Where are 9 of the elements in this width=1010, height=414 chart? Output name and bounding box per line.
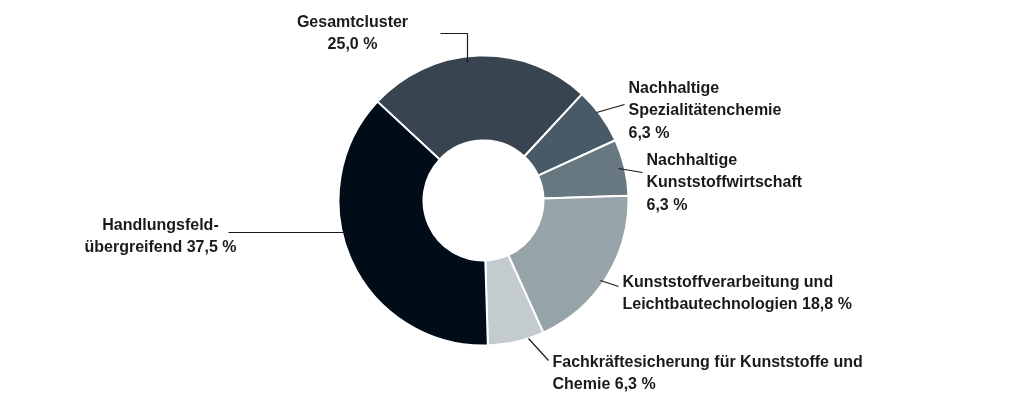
slice-label: Nachhaltige Kunststoffwirtschaft xyxy=(646,150,803,191)
slice-label: Kunststoffverarbeitung und Leichtbautechnologien 18,8 % xyxy=(622,272,852,313)
slice-label: Handlungsfeld-übergreifend 37,5 % xyxy=(84,215,237,256)
data-label: 25,0 % xyxy=(327,35,378,53)
slice-label: Gesamtcluster xyxy=(296,12,409,30)
slice-label: Nachhaltige Spezialitätenchemie xyxy=(628,78,782,119)
slice-label: Fachkräftesicherung für Kunststoffe und Chemie 6,3 % xyxy=(552,352,863,393)
data-label: 6,3 % xyxy=(646,196,688,214)
data-label: 6,3 % xyxy=(628,124,670,142)
